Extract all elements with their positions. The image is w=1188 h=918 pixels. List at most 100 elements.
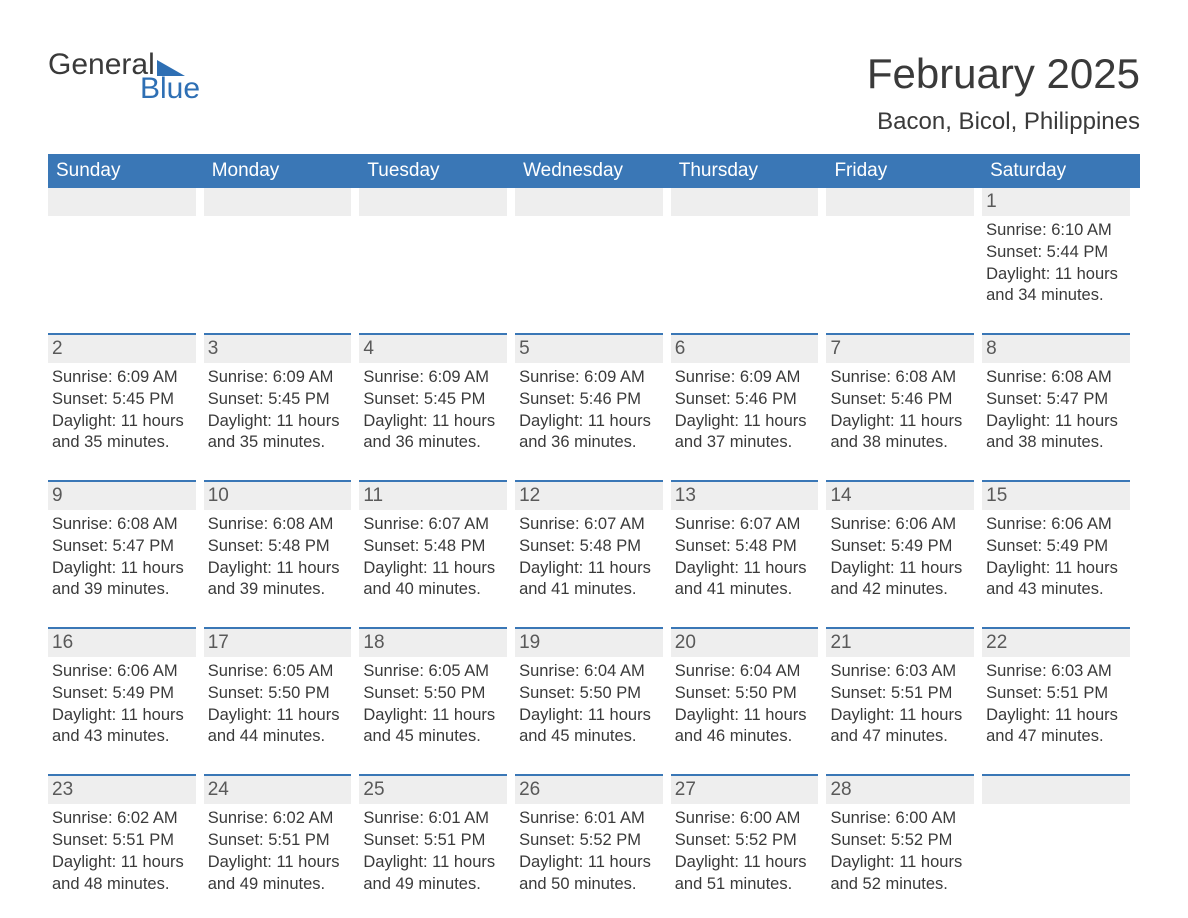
- day-text: Sunrise: 6:09 AMSunset: 5:46 PMDaylight:…: [515, 367, 663, 454]
- sunset-line: Sunset: 5:47 PM: [986, 389, 1124, 411]
- location: Bacon, Bicol, Philippines: [867, 108, 1140, 136]
- day-cell: 9 Sunrise: 6:08 AMSunset: 5:47 PMDaylight…: [48, 480, 204, 605]
- sunrise-line: Sunrise: 6:09 AM: [519, 367, 657, 389]
- sunset-line: Sunset: 5:48 PM: [675, 536, 813, 558]
- day-cell: 25 Sunrise: 6:01 AMSunset: 5:51 PMDayligh…: [359, 774, 515, 899]
- daynum-bar: 6: [671, 333, 819, 363]
- day-text: Sunrise: 6:08 AMSunset: 5:46 PMDaylight:…: [826, 367, 974, 454]
- title-block: February 2025 Bacon, Bicol, Philippines: [867, 50, 1140, 136]
- day-cell: 7 Sunrise: 6:08 AMSunset: 5:46 PMDaylight…: [826, 333, 982, 458]
- day-cell: 13Sunrise: 6:07 AMSunset: 5:48 PMDayligh…: [671, 480, 827, 605]
- sunrise-line: Sunrise: 6:06 AM: [830, 514, 968, 536]
- day-cell: 18Sunrise: 6:05 AMSunset: 5:50 PMDayligh…: [359, 627, 515, 752]
- day-text: Sunrise: 6:00 AMSunset: 5:52 PMDaylight:…: [671, 808, 819, 895]
- daynum-bar: 7: [826, 333, 974, 363]
- logo: General Blue: [48, 50, 200, 104]
- sunset-line: Sunset: 5:48 PM: [363, 536, 501, 558]
- day-cell: [671, 188, 827, 311]
- daynum-bar: 9: [48, 480, 196, 510]
- day-cell: 28Sunrise: 6:00 AMSunset: 5:52 PMDayligh…: [826, 774, 982, 899]
- week-row: 9 Sunrise: 6:08 AMSunset: 5:47 PMDaylight…: [48, 480, 1140, 605]
- daynum-bar: [359, 188, 507, 216]
- day-text: Sunrise: 6:07 AMSunset: 5:48 PMDaylight:…: [671, 514, 819, 601]
- daynum-bar: 10: [204, 480, 352, 510]
- day-text: Sunrise: 6:09 AMSunset: 5:46 PMDaylight:…: [671, 367, 819, 454]
- day-cell: 3Sunrise: 6:09 AMSunset: 5:45 PMDaylight…: [204, 333, 360, 458]
- sunset-line: Sunset: 5:48 PM: [208, 536, 346, 558]
- daylight-line: Daylight: 11 hours and 49 minutes.: [363, 852, 501, 896]
- sunset-line: Sunset: 5:51 PM: [830, 683, 968, 705]
- sunrise-line: Sunrise: 6:07 AM: [363, 514, 501, 536]
- daylight-line: Daylight: 11 hours and 36 minutes.: [519, 411, 657, 455]
- daynum-bar: 28: [826, 774, 974, 804]
- daynum-bar: 1: [982, 188, 1130, 216]
- daynum-bar: 16: [48, 627, 196, 657]
- sunrise-line: Sunrise: 6:08 AM: [52, 514, 190, 536]
- day-text: Sunrise: 6:01 AMSunset: 5:51 PMDaylight:…: [359, 808, 507, 895]
- daynum-bar: 14: [826, 480, 974, 510]
- day-text: Sunrise: 6:04 AMSunset: 5:50 PMDaylight:…: [671, 661, 819, 748]
- sunset-line: Sunset: 5:52 PM: [519, 830, 657, 852]
- sunrise-line: Sunrise: 6:03 AM: [986, 661, 1124, 683]
- sunrise-line: Sunrise: 6:06 AM: [52, 661, 190, 683]
- daynum-bar: 24: [204, 774, 352, 804]
- dayheader-cell: Friday: [826, 154, 982, 188]
- day-cell: 21Sunrise: 6:03 AMSunset: 5:51 PMDayligh…: [826, 627, 982, 752]
- sunrise-line: Sunrise: 6:05 AM: [208, 661, 346, 683]
- sunset-line: Sunset: 5:50 PM: [208, 683, 346, 705]
- daylight-line: Daylight: 11 hours and 48 minutes.: [52, 852, 190, 896]
- daylight-line: Daylight: 11 hours and 37 minutes.: [675, 411, 813, 455]
- sunrise-line: Sunrise: 6:10 AM: [986, 220, 1124, 242]
- daylight-line: Daylight: 11 hours and 38 minutes.: [986, 411, 1124, 455]
- day-text: Sunrise: 6:03 AMSunset: 5:51 PMDaylight:…: [982, 661, 1130, 748]
- daynum-bar: [204, 188, 352, 216]
- day-cell: 2Sunrise: 6:09 AMSunset: 5:45 PMDaylight…: [48, 333, 204, 458]
- month-title: February 2025: [867, 50, 1140, 98]
- sunrise-line: Sunrise: 6:09 AM: [363, 367, 501, 389]
- day-text: Sunrise: 6:01 AMSunset: 5:52 PMDaylight:…: [515, 808, 663, 895]
- sunrise-line: Sunrise: 6:02 AM: [208, 808, 346, 830]
- daylight-line: Daylight: 11 hours and 43 minutes.: [986, 558, 1124, 602]
- sunset-line: Sunset: 5:48 PM: [519, 536, 657, 558]
- sunset-line: Sunset: 5:45 PM: [208, 389, 346, 411]
- daynum-bar: 11: [359, 480, 507, 510]
- day-text: Sunrise: 6:06 AMSunset: 5:49 PMDaylight:…: [48, 661, 196, 748]
- day-cell: 1 Sunrise: 6:10 AMSunset: 5:44 PMDaylight…: [982, 188, 1138, 311]
- daynum-bar: 17: [204, 627, 352, 657]
- daylight-line: Daylight: 11 hours and 43 minutes.: [52, 705, 190, 749]
- sunset-line: Sunset: 5:50 PM: [363, 683, 501, 705]
- daylight-line: Daylight: 11 hours and 39 minutes.: [52, 558, 190, 602]
- day-text: Sunrise: 6:10 AMSunset: 5:44 PMDaylight:…: [982, 220, 1130, 307]
- day-cell: [982, 774, 1138, 899]
- sunset-line: Sunset: 5:46 PM: [519, 389, 657, 411]
- daynum-bar: 18: [359, 627, 507, 657]
- dayheader-cell: Sunday: [48, 154, 204, 188]
- daylight-line: Daylight: 11 hours and 51 minutes.: [675, 852, 813, 896]
- daynum-bar: 21: [826, 627, 974, 657]
- sunrise-line: Sunrise: 6:06 AM: [986, 514, 1124, 536]
- sunrise-line: Sunrise: 6:09 AM: [675, 367, 813, 389]
- day-cell: 11 Sunrise: 6:07 AMSunset: 5:48 PMDayligh…: [359, 480, 515, 605]
- sunrise-line: Sunrise: 6:00 AM: [830, 808, 968, 830]
- day-cell: 27Sunrise: 6:00 AMSunset: 5:52 PMDayligh…: [671, 774, 827, 899]
- day-cell: [359, 188, 515, 311]
- day-text: Sunrise: 6:06 AMSunset: 5:49 PMDaylight:…: [982, 514, 1130, 601]
- week-row: 23Sunrise: 6:02 AMSunset: 5:51 PMDayligh…: [48, 774, 1140, 899]
- day-cell: 15Sunrise: 6:06 AMSunset: 5:49 PMDayligh…: [982, 480, 1138, 605]
- daylight-line: Daylight: 11 hours and 46 minutes.: [675, 705, 813, 749]
- sunrise-line: Sunrise: 6:00 AM: [675, 808, 813, 830]
- daylight-line: Daylight: 11 hours and 45 minutes.: [519, 705, 657, 749]
- day-cell: 24Sunrise: 6:02 AMSunset: 5:51 PMDayligh…: [204, 774, 360, 899]
- day-text: Sunrise: 6:05 AMSunset: 5:50 PMDaylight:…: [204, 661, 352, 748]
- day-cell: 19Sunrise: 6:04 AMSunset: 5:50 PMDayligh…: [515, 627, 671, 752]
- daynum-bar: 25: [359, 774, 507, 804]
- sunrise-line: Sunrise: 6:04 AM: [519, 661, 657, 683]
- day-text: Sunrise: 6:08 AMSunset: 5:47 PMDaylight:…: [48, 514, 196, 601]
- sunset-line: Sunset: 5:45 PM: [52, 389, 190, 411]
- daylight-line: Daylight: 11 hours and 40 minutes.: [363, 558, 501, 602]
- day-cell: 20Sunrise: 6:04 AMSunset: 5:50 PMDayligh…: [671, 627, 827, 752]
- daylight-line: Daylight: 11 hours and 39 minutes.: [208, 558, 346, 602]
- day-text: Sunrise: 6:02 AMSunset: 5:51 PMDaylight:…: [48, 808, 196, 895]
- sunrise-line: Sunrise: 6:08 AM: [986, 367, 1124, 389]
- sunrise-line: Sunrise: 6:01 AM: [363, 808, 501, 830]
